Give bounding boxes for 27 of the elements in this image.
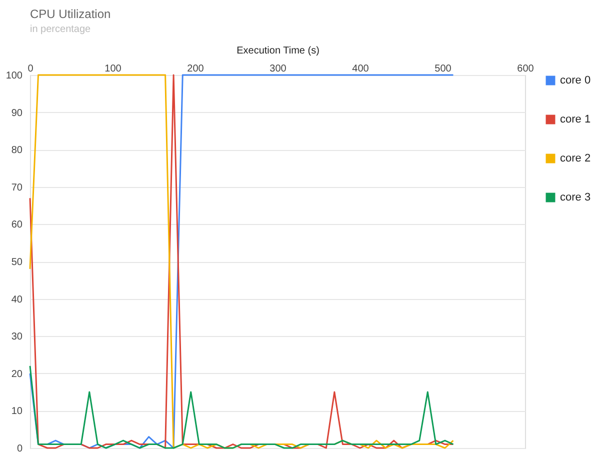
chart-title: CPU Utilization — [30, 7, 111, 21]
y-tick-label: 10 — [11, 406, 23, 418]
y-tick-label: 40 — [11, 294, 23, 306]
x-tick-label: 0 — [28, 64, 34, 74]
y-tick-label: 20 — [11, 368, 23, 380]
line-series — [29, 74, 454, 449]
y-tick-label: 80 — [11, 145, 23, 156]
y-tick-label: 60 — [11, 220, 23, 231]
x-tick-label: 600 — [517, 64, 534, 74]
legend-label: core 2 — [560, 152, 591, 164]
legend-label: core 0 — [560, 74, 591, 86]
legend-label: core 3 — [560, 192, 591, 204]
y-tick-label: 0 — [16, 444, 23, 454]
y-tick-label: 90 — [11, 108, 23, 119]
y-tick-label: 70 — [11, 182, 23, 194]
y-tick-label: 50 — [11, 257, 23, 268]
x-tick-label: 500 — [434, 64, 452, 74]
legend-label: core 1 — [560, 114, 591, 126]
x-axis-title: Execution Time (s) — [236, 46, 320, 56]
x-tick-label: 200 — [187, 64, 204, 74]
x-tick-label: 400 — [352, 64, 370, 74]
y-tick-label: 30 — [11, 332, 23, 343]
line-series — [29, 365, 454, 449]
y-tick-label: 100 — [6, 70, 23, 82]
chart-subtitle: in percentage — [30, 24, 92, 35]
x-tick-label: 300 — [270, 64, 287, 74]
x-tick-label: 100 — [104, 64, 122, 74]
